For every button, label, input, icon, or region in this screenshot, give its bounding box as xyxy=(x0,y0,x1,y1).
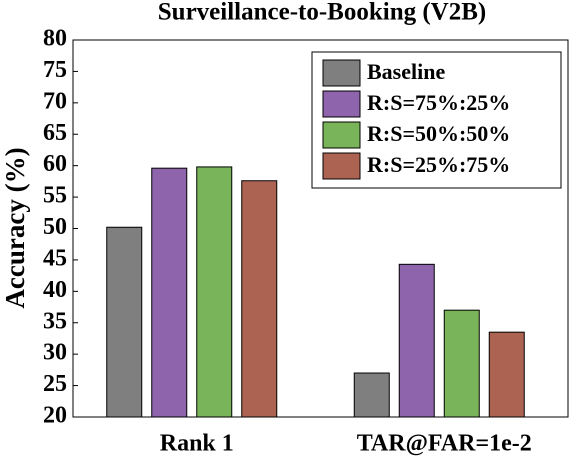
y-tick-label: 30 xyxy=(43,340,67,366)
bar xyxy=(106,226,143,418)
y-axis-label: Accuracy (%) xyxy=(0,147,30,308)
y-tick-label: 50 xyxy=(43,214,67,240)
legend-swatch xyxy=(322,59,361,87)
bar xyxy=(398,263,435,418)
legend-label: R:S=50%:50% xyxy=(367,121,510,146)
y-tick-label: 80 xyxy=(43,26,67,52)
legend-label: R:S=25%:75% xyxy=(367,152,510,177)
x-tick-label: Rank 1 xyxy=(160,431,234,457)
plot-frame xyxy=(72,39,569,418)
legend-label: Baseline xyxy=(367,59,445,84)
legend-swatch xyxy=(322,90,361,118)
y-tick-label: 45 xyxy=(43,245,67,271)
x-tick-label: TAR@FAR=1e-2 xyxy=(357,431,532,457)
y-tick-label: 70 xyxy=(43,88,67,114)
bar xyxy=(488,331,525,418)
chart-title: Surveillance-to-Booking (V2B) xyxy=(158,0,486,26)
y-tick-label: 55 xyxy=(43,183,67,209)
legend-swatch xyxy=(322,152,361,180)
y-tick-label: 20 xyxy=(43,403,67,429)
bar xyxy=(151,167,188,418)
y-tick-label: 60 xyxy=(43,151,67,177)
y-tick-label: 75 xyxy=(43,57,67,83)
y-tick-label: 25 xyxy=(43,371,67,397)
bar xyxy=(196,166,233,418)
y-tick-label: 40 xyxy=(43,277,67,303)
y-tick-label: 35 xyxy=(43,308,67,334)
bar xyxy=(353,372,390,418)
bar xyxy=(443,309,480,418)
bar xyxy=(241,180,278,418)
legend-swatch xyxy=(322,121,361,149)
legend-label: R:S=75%:25% xyxy=(367,90,510,115)
y-tick-label: 65 xyxy=(43,120,67,146)
